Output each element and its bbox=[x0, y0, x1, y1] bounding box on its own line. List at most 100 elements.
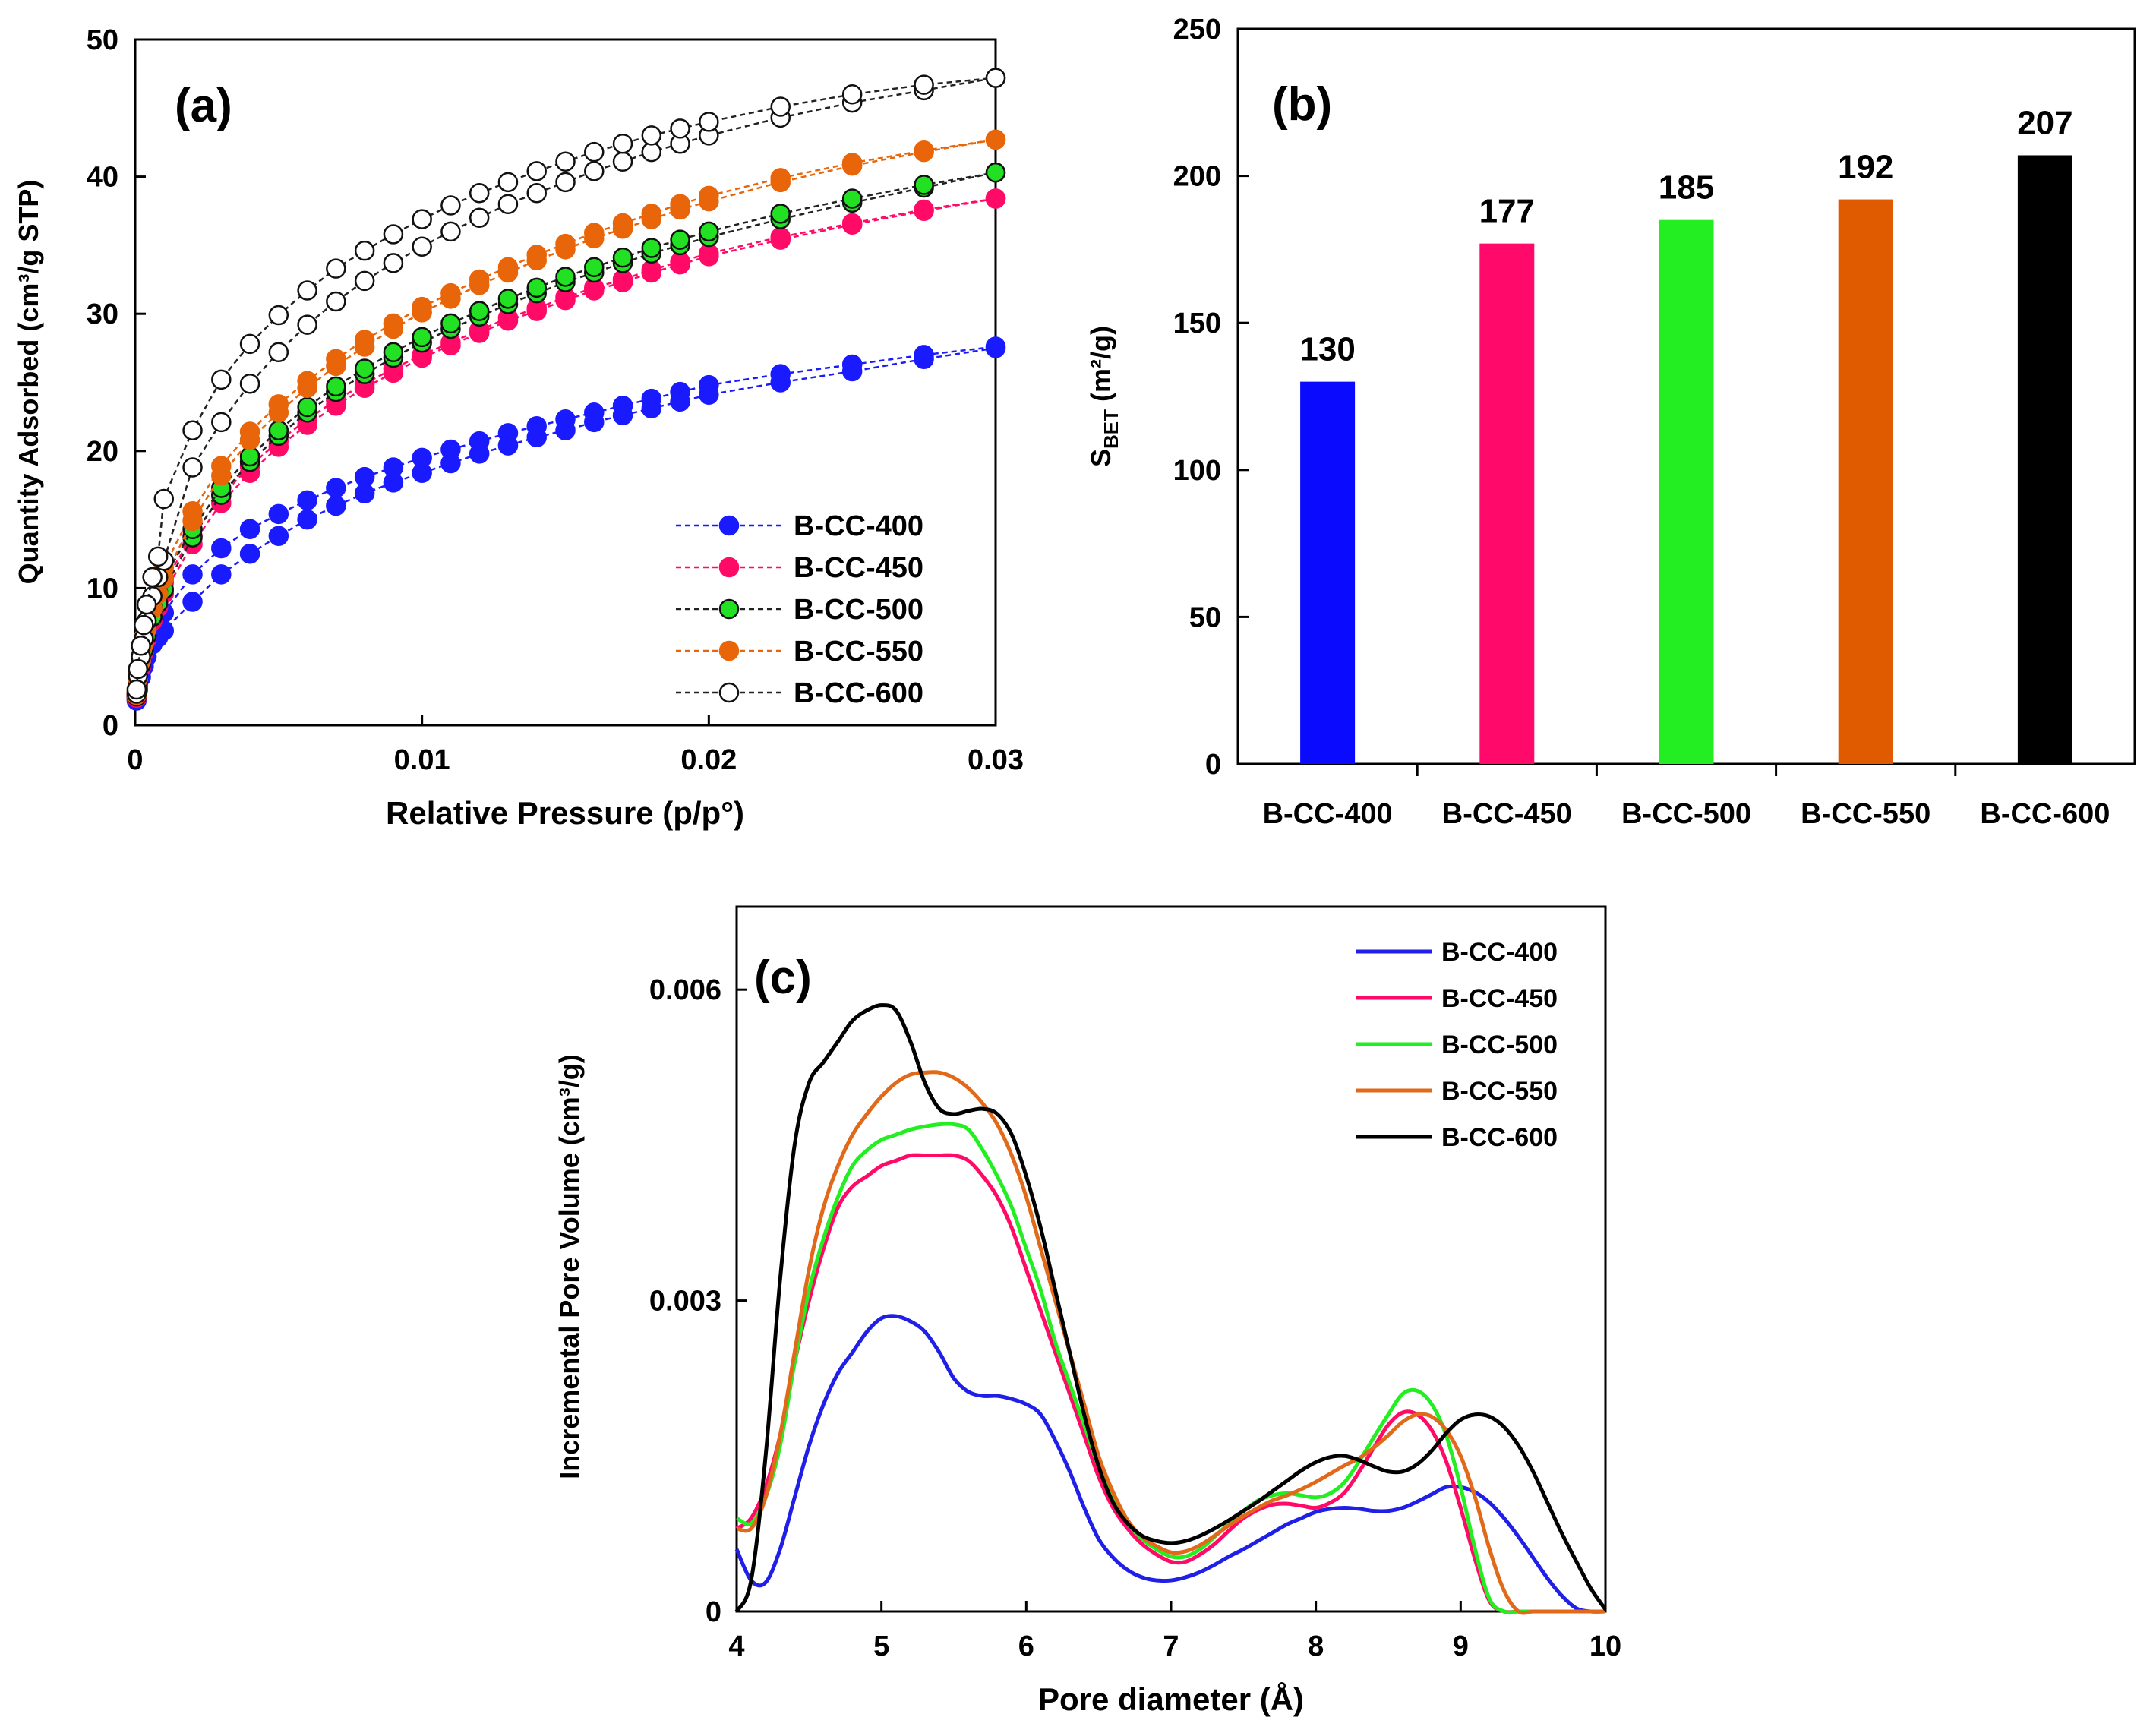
panel-b-y-axis-symbol: S bbox=[1085, 449, 1116, 467]
panel-a-data-point bbox=[383, 224, 404, 245]
panel-c-x-tick-label: 9 bbox=[1453, 1630, 1469, 1662]
panel-a-data-point bbox=[985, 336, 1006, 357]
panel-a-data-point bbox=[526, 183, 547, 204]
panel-a-data-point bbox=[182, 501, 203, 522]
panel-b-bar-B-CC-550 bbox=[1838, 199, 1893, 764]
panel-a-legend-label: B-CC-500 bbox=[794, 594, 923, 626]
panel-a-data-point bbox=[134, 614, 154, 636]
panel-a-data-point bbox=[985, 129, 1006, 150]
panel-a-data-point bbox=[412, 236, 432, 257]
panel-a-data-point bbox=[526, 416, 547, 437]
panel-a-data-point bbox=[985, 188, 1006, 209]
panel-a-data-point bbox=[469, 431, 490, 452]
panel-a-data-point bbox=[440, 221, 461, 242]
panel-a-data-point bbox=[841, 213, 863, 234]
panel-a-data-point bbox=[326, 495, 346, 516]
panel-c-series-B-CC-600 bbox=[734, 1003, 1608, 1613]
panel-a-data-point bbox=[555, 151, 576, 172]
panel-b-bar-B-CC-600 bbox=[2017, 155, 2072, 765]
panel-b-y-tick-label: 250 bbox=[1173, 14, 1221, 46]
panel-a-data-point bbox=[136, 594, 157, 615]
panel-a-data-point bbox=[268, 394, 289, 415]
panel-a-data-point bbox=[354, 358, 375, 379]
panel-c-x-axis-title: Pore diameter (Å) bbox=[1038, 1681, 1304, 1717]
panel-b-y-tick-label: 0 bbox=[1205, 749, 1221, 781]
panel-a-y-tick-label: 0 bbox=[103, 710, 118, 742]
panel-a-data-point bbox=[584, 223, 605, 243]
panel-a-data-point bbox=[699, 185, 719, 207]
panel-a-data-point bbox=[326, 258, 346, 279]
panel-b-y-tick-label: 150 bbox=[1173, 308, 1221, 339]
panel-a-y-axis-title: Quantity Adsorbed (cm³/g STP) bbox=[13, 180, 44, 585]
panel-a-data-point bbox=[641, 125, 662, 146]
panel-c-legend-label: B-CC-400 bbox=[1441, 938, 1558, 967]
panel-a-series-B-CC-600 bbox=[126, 68, 1006, 704]
panel-a-data-point bbox=[555, 233, 576, 254]
panel-c-legend-label: B-CC-600 bbox=[1441, 1123, 1558, 1152]
panel-b-x-tick-label: B-CC-450 bbox=[1442, 798, 1572, 830]
panel-a-label: (a) bbox=[175, 80, 232, 132]
panel-c-y-axis-title: Incremental Pore Volume (cm³/g) bbox=[554, 1054, 585, 1479]
panel-a-data-point bbox=[211, 538, 232, 559]
panel-a-data-point bbox=[268, 503, 289, 525]
panel-c-series-B-CC-500 bbox=[735, 1122, 1605, 1614]
panel-a-data-point bbox=[670, 194, 690, 214]
panel-a-data-point bbox=[584, 402, 605, 423]
panel-a-data-point bbox=[526, 245, 547, 265]
panel-a-data-point bbox=[354, 330, 375, 350]
panel-c-legend-label: B-CC-500 bbox=[1441, 1031, 1558, 1059]
panel-c-x-tick-label: 6 bbox=[1018, 1630, 1034, 1662]
panel-a-data-point bbox=[326, 478, 346, 498]
panel-a-data-point bbox=[699, 112, 719, 132]
panel-a-data-point bbox=[126, 679, 147, 700]
panel-a-data-point bbox=[297, 314, 317, 335]
panel-a-data-point bbox=[182, 592, 203, 612]
panel-b-value-label: 130 bbox=[1299, 331, 1355, 368]
panel-a-data-point bbox=[182, 564, 203, 585]
panel-a-data-point bbox=[497, 172, 519, 193]
panel-c-x-tick-label: 10 bbox=[1589, 1630, 1621, 1662]
panel-a-data-point bbox=[612, 247, 633, 268]
panel-a-data-point bbox=[239, 374, 260, 394]
panel-a-data-point bbox=[526, 277, 547, 298]
panel-a-data-point bbox=[239, 446, 260, 467]
panel-a-data-point bbox=[914, 175, 934, 195]
panel-a-data-point bbox=[985, 68, 1006, 88]
panel-a-data-point bbox=[555, 409, 576, 430]
panel-a-data-point bbox=[497, 289, 519, 309]
panel-a-data-point bbox=[641, 260, 662, 280]
panel-a-legend-marker bbox=[718, 640, 740, 661]
panel-a-data-point bbox=[131, 636, 151, 656]
panel-a-legend-label: B-CC-600 bbox=[794, 677, 923, 709]
panel-a-data-point bbox=[268, 526, 289, 547]
panel-a-data-point bbox=[584, 161, 605, 181]
panel-a-data-point bbox=[326, 291, 346, 312]
panel-a-y-tick-label: 10 bbox=[87, 573, 118, 604]
panel-c-y-tick-label: 0.006 bbox=[649, 974, 721, 1006]
panel-a-data-point bbox=[641, 388, 662, 409]
panel-a-data-point bbox=[641, 204, 662, 224]
panel-c-pore-distribution-chart: 4 5 6 7 8 9 10 0 0.003 0.006 (c) Pore diameter (Å… bbox=[554, 905, 1621, 1717]
panel-c-series-B-CC-400 bbox=[734, 1314, 1606, 1614]
panel-a-x-axis-title: Relative Pressure (p/p°) bbox=[386, 795, 744, 831]
panel-b-y-axis-title: SBET (m²/g) bbox=[1085, 326, 1122, 467]
panel-a-data-point bbox=[297, 371, 317, 391]
panel-a-data-point bbox=[670, 118, 690, 139]
panel-b-value-label: 177 bbox=[1479, 193, 1535, 230]
panel-a-y-tick-label: 40 bbox=[87, 162, 118, 194]
panel-a-data-point bbox=[914, 140, 934, 161]
panel-b-x-tick-label: B-CC-600 bbox=[1980, 798, 2110, 830]
panel-a-data-point bbox=[239, 333, 260, 355]
panel-a-y-tick-label: 50 bbox=[87, 24, 118, 56]
panel-a-data-point bbox=[670, 229, 690, 250]
panel-a-data-point bbox=[469, 207, 490, 229]
panel-a-data-point bbox=[383, 313, 404, 334]
panel-a-data-point bbox=[497, 194, 519, 214]
panel-a-data-point bbox=[699, 243, 719, 264]
panel-a-data-point bbox=[354, 466, 375, 488]
panel-a-data-point bbox=[211, 456, 232, 476]
panel-b-bar-B-CC-500 bbox=[1659, 219, 1714, 764]
panel-a-legend-label: B-CC-550 bbox=[794, 636, 923, 668]
panel-b-bar-B-CC-400 bbox=[1300, 381, 1356, 764]
